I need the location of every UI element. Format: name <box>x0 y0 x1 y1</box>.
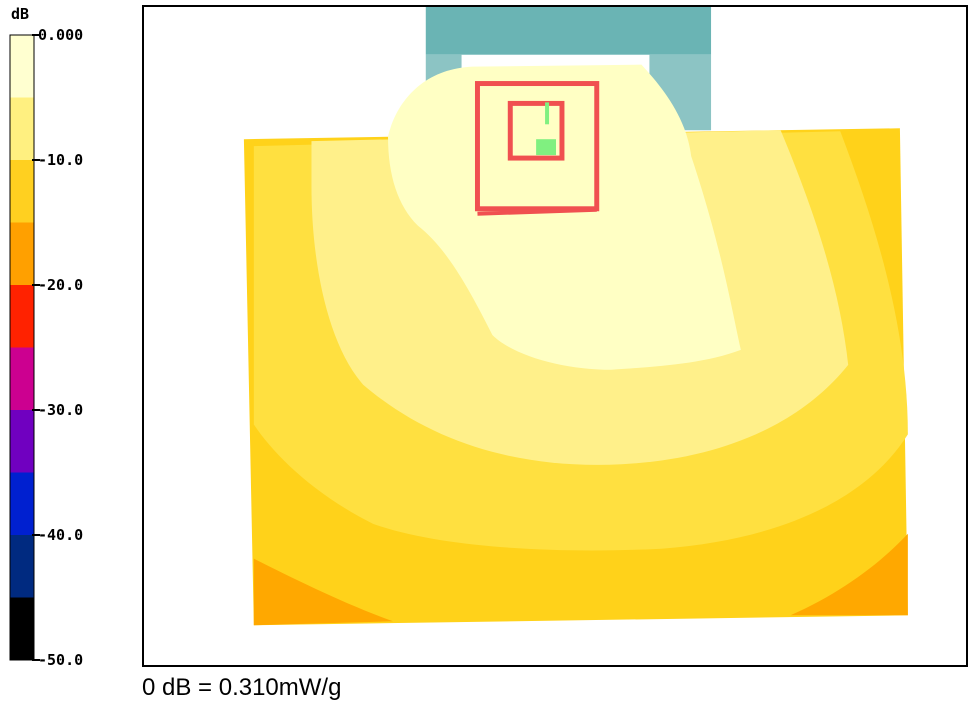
colorbar-unit-label: dB <box>11 5 29 23</box>
colorbar-swatch-2 <box>10 160 34 223</box>
colorbar-swatch-3 <box>10 222 34 285</box>
sar-heatmap <box>243 7 908 626</box>
colorbar-tick-label-2: -20.0 <box>38 276 83 294</box>
colorbar-tick-label-3: -30.0 <box>38 401 83 419</box>
colorbar-swatch-0 <box>10 35 34 98</box>
colorbar-swatch-6 <box>10 410 34 473</box>
colorbar-swatch-9 <box>10 597 34 660</box>
antenna-outer-outline <box>474 81 600 212</box>
colorbar: dB 0.000 -10.0 -20.0 -30.0 -40.0 -50.0 <box>9 5 83 669</box>
zone-corner-right <box>790 533 908 616</box>
reference-level-caption: 0 dB = 0.310mW/g <box>142 674 342 701</box>
feed-point <box>536 139 556 156</box>
colorbar-swatch-7 <box>10 472 34 535</box>
colorbar-border <box>9 34 35 661</box>
sar-plot-frame <box>142 5 968 667</box>
colorbar-tick-label-0: 0.000 <box>38 26 83 44</box>
colorbar-swatch-4 <box>10 285 34 348</box>
colorbar-tick-label-5: -50.0 <box>38 651 83 669</box>
colorbar-swatch-5 <box>10 347 34 410</box>
colorbar-swatch-8 <box>10 535 34 598</box>
colorbar-swatches <box>9 34 35 661</box>
colorbar-ticks: 0.000 -10.0 -20.0 -30.0 -40.0 -50.0 <box>32 26 83 669</box>
colorbar-tick-label-4: -40.0 <box>38 526 83 544</box>
colorbar-tick-label-1: -10.0 <box>38 151 83 169</box>
antenna-inner-outline <box>507 100 565 161</box>
colorbar-swatch-1 <box>10 97 34 160</box>
antenna-base-line <box>477 207 597 216</box>
feed-line <box>545 102 550 125</box>
zone-corner-left <box>253 558 393 626</box>
phone-top-body <box>425 7 712 55</box>
